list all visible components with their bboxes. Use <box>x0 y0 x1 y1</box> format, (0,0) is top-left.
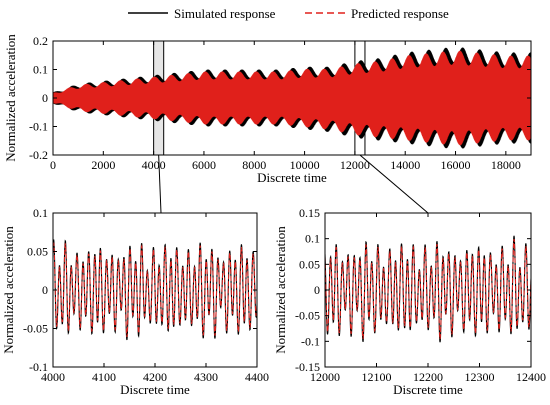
legend-label-simulated: Simulated response <box>174 6 276 21</box>
main-xtick-label: 8000 <box>242 158 266 172</box>
zoom1-xtick-label: 4100 <box>92 370 116 384</box>
zoom2-xtick-label: 12000 <box>310 370 340 384</box>
zoom2-ytick-label: 0.05 <box>299 257 320 271</box>
main-xtick-label: 14000 <box>390 158 420 172</box>
main-x-ticks: 0 2000 4000 6000 8000 10000 12000 14000 16000 180… <box>50 41 521 172</box>
main-x-axis-title: Discrete time <box>257 170 327 185</box>
zoom2-x-ticks: 12000 12100 12200 12300 12400 <box>310 213 546 384</box>
main-ytick-label: 0.2 <box>33 34 48 48</box>
zoom1-traces <box>53 239 257 341</box>
main-y-axis-title: Normalized acceleration <box>3 34 18 162</box>
zoom-connector-2 <box>359 154 429 214</box>
main-xtick-label: 18000 <box>491 158 521 172</box>
zoom2-xtick-label: 12300 <box>465 370 495 384</box>
zoom2-ytick-label: 0.15 <box>299 206 320 220</box>
zoom1-x-ticks: 4000 4100 4200 4300 4400 <box>41 213 269 384</box>
zoom1-x-axis-title: Discrete time <box>120 382 190 397</box>
zoom1-ytick-label: 0 <box>42 283 48 297</box>
zoom-plot-1: 4000 4100 4200 4300 4400 -0.1 -0.05 0 0.05 0.1 D… <box>1 206 269 397</box>
main-ytick-label: 0.1 <box>33 63 48 77</box>
zoom1-ytick-label: 0.1 <box>33 206 48 220</box>
main-traces <box>53 47 531 149</box>
main-xtick-label: 6000 <box>192 158 216 172</box>
main-xtick-label: 4000 <box>142 158 166 172</box>
main-ytick-label: -0.1 <box>29 120 48 134</box>
zoom2-ytick-label: -0.15 <box>295 360 320 374</box>
zoom1-ytick-label: 0.05 <box>27 245 48 259</box>
zoom2-y-ticks: -0.15 -0.1 -0.05 0 0.05 0.1 0.15 <box>295 206 531 374</box>
legend: Simulated response Predicted response <box>128 6 449 21</box>
zoom2-ytick-label: 0 <box>314 283 320 297</box>
zoom2-x-axis-title: Discrete time <box>393 382 463 397</box>
zoom2-xtick-label: 12100 <box>362 370 392 384</box>
zoom1-y-ticks: -0.1 -0.05 0 0.05 0.1 <box>23 206 257 374</box>
main-plot: 0 2000 4000 6000 8000 10000 12000 14000 16000 180… <box>3 34 532 185</box>
zoom2-ytick-label: -0.1 <box>301 334 320 348</box>
zoom1-ytick-label: -0.05 <box>23 322 48 336</box>
main-xtick-label: 12000 <box>340 158 370 172</box>
zoom-connector-1 <box>158 154 162 214</box>
zoom-plot-2: 12000 12100 12200 12300 12400 -0.15 -0.1 -0.05… <box>273 206 546 397</box>
main-xtick-label: 0 <box>50 158 56 172</box>
main-y-ticks: -0.2 -0.1 0 0.1 0.2 <box>29 34 531 162</box>
legend-label-predicted: Predicted response <box>351 6 449 21</box>
zoom2-ytick-label: 0.1 <box>305 232 320 246</box>
main-ytick-label: -0.2 <box>29 148 48 162</box>
main-ytick-label: 0 <box>42 91 48 105</box>
zoom1-xtick-label: 4200 <box>143 370 167 384</box>
zoom2-xtick-label: 12200 <box>413 370 443 384</box>
zoom1-series-predicted <box>53 242 257 338</box>
zoom1-xtick-label: 4400 <box>245 370 269 384</box>
main-xtick-label: 10000 <box>290 158 320 172</box>
main-series-predicted <box>53 50 531 146</box>
zoom1-series-simulated <box>53 239 257 341</box>
zoom2-xtick-label: 12400 <box>516 370 546 384</box>
zoom2-traces <box>325 235 531 343</box>
zoom1-y-axis-title: Normalized acceleration <box>1 226 16 354</box>
zoom2-ytick-label: -0.05 <box>295 309 320 323</box>
main-xtick-label: 16000 <box>441 158 471 172</box>
zoom2-series-predicted <box>325 238 531 340</box>
zoom1-xtick-label: 4000 <box>41 370 65 384</box>
main-xtick-label: 2000 <box>91 158 115 172</box>
zoom1-xtick-label: 4300 <box>194 370 218 384</box>
zoom1-ytick-label: -0.1 <box>29 360 48 374</box>
zoom2-y-axis-title: Normalized acceleration <box>273 226 288 354</box>
